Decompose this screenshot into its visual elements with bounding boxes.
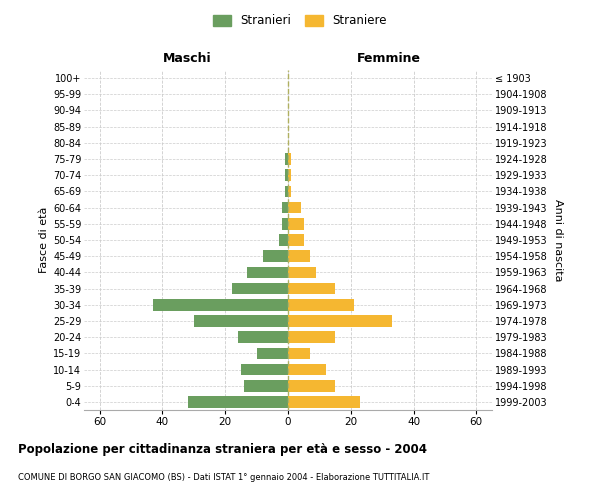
Bar (288, 380, 335, 392)
Bar (288, 170, 291, 181)
Bar (238, 332, 288, 343)
Y-axis label: Anni di nascita: Anni di nascita (553, 198, 563, 281)
Bar (153, 299, 288, 310)
Text: Femmine: Femmine (356, 52, 421, 65)
Bar (278, 234, 288, 246)
Bar (288, 315, 392, 327)
Bar (288, 202, 301, 213)
Bar (288, 396, 360, 407)
Bar (288, 348, 310, 359)
Bar (257, 348, 288, 359)
Bar (285, 170, 288, 181)
Bar (288, 250, 310, 262)
Bar (288, 218, 304, 230)
Bar (232, 282, 288, 294)
Text: Maschi: Maschi (163, 52, 212, 65)
Bar (263, 250, 288, 262)
Bar (241, 364, 288, 376)
Bar (188, 396, 288, 407)
Bar (288, 299, 354, 310)
Bar (244, 380, 288, 392)
Legend: Stranieri, Straniere: Stranieri, Straniere (209, 11, 391, 31)
Bar (194, 315, 288, 327)
Bar (285, 153, 288, 165)
Bar (288, 234, 304, 246)
Bar (288, 266, 316, 278)
Y-axis label: Fasce di età: Fasce di età (38, 207, 49, 273)
Bar (288, 186, 291, 198)
Bar (282, 218, 288, 230)
Bar (247, 266, 288, 278)
Bar (288, 282, 335, 294)
Bar (282, 202, 288, 213)
Bar (288, 153, 291, 165)
Bar (285, 186, 288, 198)
Text: COMUNE DI BORGO SAN GIACOMO (BS) - Dati ISTAT 1° gennaio 2004 - Elaborazione TUT: COMUNE DI BORGO SAN GIACOMO (BS) - Dati … (18, 472, 430, 482)
Text: Popolazione per cittadinanza straniera per età e sesso - 2004: Popolazione per cittadinanza straniera p… (18, 442, 427, 456)
Bar (288, 332, 335, 343)
Bar (288, 364, 326, 376)
